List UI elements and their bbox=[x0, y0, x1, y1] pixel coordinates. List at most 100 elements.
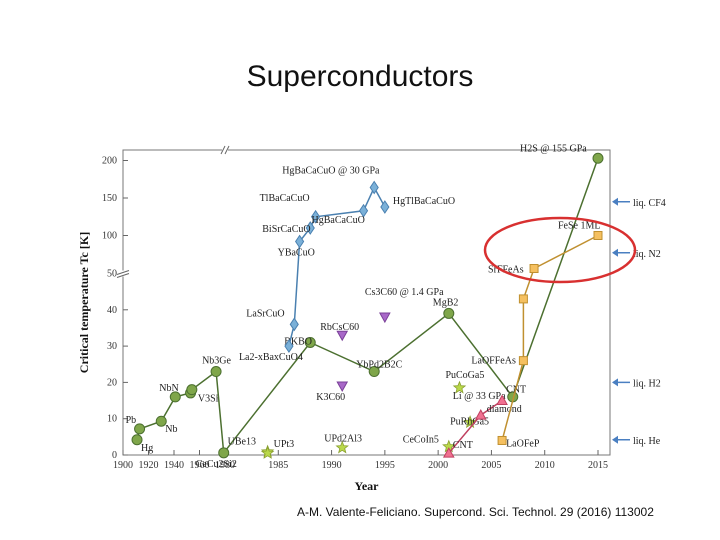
data-point-label: YbPd2B2C bbox=[356, 360, 402, 371]
data-point bbox=[310, 209, 321, 224]
data-point-label: TlBaCaCuO bbox=[260, 193, 310, 204]
data-point bbox=[155, 415, 167, 427]
ref-arrowhead bbox=[612, 435, 618, 444]
highlight-ellipse bbox=[483, 216, 637, 284]
ref-line-label: liq. He bbox=[633, 436, 661, 447]
x-tick-label: 2015 bbox=[588, 460, 608, 471]
data-point-label: Nb bbox=[165, 424, 177, 435]
slide-title: Superconductors bbox=[246, 60, 474, 93]
x-tick-label: 1985 bbox=[268, 460, 288, 471]
data-point-label: LaOFFeAs bbox=[471, 356, 516, 367]
data-point-label: K3C60 bbox=[316, 392, 345, 403]
x-axis-label: Year bbox=[355, 479, 380, 493]
data-point bbox=[131, 434, 143, 446]
y-tick-label: 100 bbox=[102, 231, 117, 242]
data-point bbox=[304, 336, 316, 348]
data-point-label: HgTlBaCaCuO bbox=[393, 196, 455, 207]
data-point bbox=[497, 435, 507, 445]
x-tick-label: 2005 bbox=[481, 460, 501, 471]
data-point bbox=[592, 152, 604, 164]
data-point-label: Li @ 33 GPa bbox=[453, 391, 506, 402]
data-point bbox=[336, 381, 349, 393]
ref-arrowhead bbox=[612, 248, 618, 257]
data-point bbox=[305, 221, 315, 235]
data-point-label: LaOFeP bbox=[506, 438, 540, 449]
data-point-label: PuCoGa5 bbox=[445, 370, 484, 381]
data-point bbox=[496, 394, 508, 406]
data-point bbox=[593, 231, 603, 240]
ref-line-label: liq. CF4 bbox=[633, 198, 666, 209]
ref-arrowhead bbox=[612, 378, 618, 387]
x-tick-label: 1960 bbox=[190, 460, 210, 471]
data-point bbox=[379, 312, 391, 324]
data-point bbox=[369, 180, 379, 195]
data-point bbox=[452, 380, 467, 394]
y-tick-label: 20 bbox=[107, 377, 117, 388]
x-tick-label: 1920 bbox=[139, 460, 159, 471]
data-point bbox=[284, 339, 294, 354]
ref-line-label: liq. N2 bbox=[633, 249, 661, 260]
data-point bbox=[210, 366, 222, 378]
data-point-label: V3Si bbox=[198, 394, 219, 405]
citation: A-M. Valente-Feliciano. Supercond. Sci. … bbox=[297, 505, 654, 519]
data-point-label: FeSe 1ML bbox=[558, 221, 601, 232]
x-tick-label: 1900 bbox=[113, 460, 133, 471]
data-point-label: UPd2Al3 bbox=[324, 434, 362, 445]
x-axis-break bbox=[224, 145, 230, 155]
data-point bbox=[335, 440, 349, 454]
data-point bbox=[474, 409, 487, 420]
data-point bbox=[186, 384, 198, 396]
data-point bbox=[380, 200, 390, 214]
x-tick-label: 1980 bbox=[215, 460, 235, 471]
data-point-label: BKBO bbox=[284, 336, 312, 347]
y-tick-label: 40 bbox=[107, 305, 117, 316]
data-point-label: RbCsC60 bbox=[320, 322, 359, 333]
data-point bbox=[442, 447, 455, 458]
x-tick-label: 2000 bbox=[428, 460, 448, 471]
data-point-label: YBaCuO bbox=[278, 248, 315, 259]
y-axis-label: Critical temperature Tc [K] bbox=[77, 232, 91, 373]
data-point bbox=[134, 423, 146, 435]
ref-arrowhead bbox=[612, 197, 618, 206]
data-point bbox=[518, 294, 528, 304]
data-point bbox=[336, 330, 349, 342]
y-axis-break bbox=[116, 270, 130, 275]
ref-line-label: liq. H2 bbox=[633, 378, 661, 389]
data-point-label: HgBaCaCuO bbox=[312, 215, 365, 226]
y-tick-label: 0 bbox=[112, 450, 117, 461]
data-point bbox=[518, 356, 528, 366]
y-tick-label: 30 bbox=[107, 341, 117, 352]
data-point-label: H2S @ 155 GPa bbox=[520, 143, 587, 154]
x-tick-label: 1990 bbox=[322, 460, 342, 471]
data-point-label: MgB2 bbox=[433, 297, 459, 308]
data-point bbox=[463, 415, 477, 429]
y-tick-label: 200 bbox=[102, 156, 117, 167]
plot-frame bbox=[122, 149, 611, 456]
x-tick-label: 1940 bbox=[164, 460, 184, 471]
data-point-label: CeCoIn5 bbox=[403, 435, 439, 446]
y-tick-label: 10 bbox=[107, 414, 117, 425]
data-point-label: Nb3Ge bbox=[202, 356, 231, 367]
x-axis-break-gap bbox=[222, 146, 228, 154]
data-point-label: PuRhGa5 bbox=[450, 416, 489, 427]
data-point-label: BiSrCaCuO bbox=[262, 224, 310, 235]
data-point-label: Pb bbox=[126, 415, 137, 426]
data-point bbox=[368, 366, 380, 378]
data-point-label: UPt3 bbox=[274, 439, 295, 450]
x-tick-label: 2010 bbox=[535, 460, 555, 471]
data-point-label: LaSrCuO bbox=[246, 308, 284, 319]
data-point bbox=[260, 446, 275, 459]
data-point-label: CeCu2Si2 bbox=[196, 459, 237, 470]
y-tick-label: 150 bbox=[102, 193, 117, 204]
data-point-label: La2-xBaxCuO4 bbox=[239, 352, 303, 363]
data-point-label: UBe13 bbox=[228, 437, 256, 448]
data-point-label: SrFFeAs bbox=[488, 265, 524, 276]
y-tick-label: 50 bbox=[107, 269, 117, 280]
data-point-label: Cs3C60 @ 1.4 GPa bbox=[365, 287, 444, 298]
data-point bbox=[358, 203, 369, 218]
data-point-label: CNT bbox=[453, 440, 473, 451]
data-point-label: Hg bbox=[141, 443, 153, 454]
data-point bbox=[294, 234, 305, 249]
data-point-label: diamond bbox=[487, 404, 522, 415]
